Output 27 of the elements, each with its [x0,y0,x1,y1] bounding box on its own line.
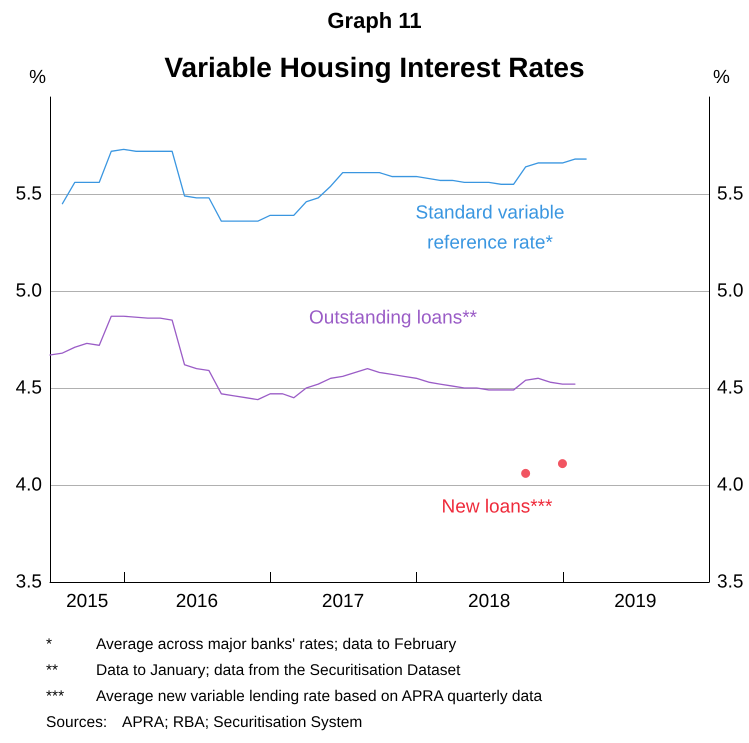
y2-tick-label: 5.0 [717,280,744,302]
text: ** Data to January; data from the Securitisation Dataset [46,662,460,679]
y-axis-title: % [29,67,46,88]
x-tick-label: 2018 [468,591,510,612]
y-tick-label: 4.5 [16,378,42,398]
y-tick-label: 3.5 [16,572,42,592]
chart-title: Graph 11 [326,8,423,34]
series-label: New loans*** [442,496,554,518]
chart-subtitle: Variable Housing Interest Rates [164,52,585,83]
x-tick-label: 2015 [66,591,108,612]
y2-tick-label: 4.0 [717,474,744,496]
text: * Average across major banks' rates; data to February [46,636,456,653]
series-label: Standard variable reference rate* [416,202,564,254]
x-tick-label: 2017 [322,591,364,612]
y-tick-label: 5.0 [16,280,42,302]
y-tick-label: 4.0 [16,474,42,496]
line-series [62,148,587,222]
text: Outstanding loans** [309,308,478,328]
y2-tick-label: 4.5 [717,378,744,398]
y2-axis-title: % [713,67,730,88]
text: *** Average new variable lending rate based on APRA quarterly data [46,688,542,705]
x-tick-label: 2019 [614,591,656,612]
y-tick-label: 5.5 [16,184,42,204]
y2-tick-label: 5.5 [717,184,744,204]
y2-tick-label: 3.5 [717,572,744,592]
x-tick-label: 2016 [176,591,218,612]
source-note: Sources: APRA; RBA; Securitisation System [46,713,362,733]
